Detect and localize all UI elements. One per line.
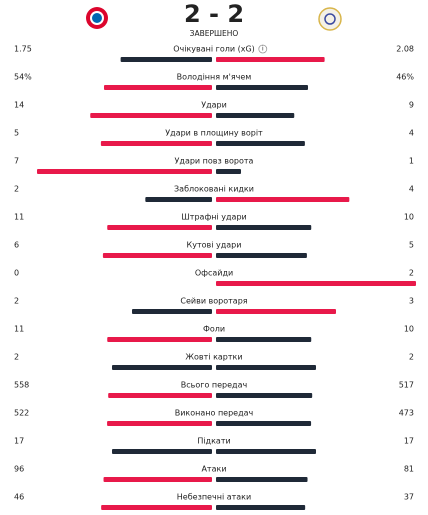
- home-value: 2: [14, 353, 19, 362]
- away-bar: [216, 253, 307, 258]
- away-bar: [216, 421, 312, 426]
- home-value: 5: [14, 129, 19, 138]
- away-bar: [216, 449, 316, 454]
- home-value: 17: [14, 437, 24, 446]
- home-bar: [132, 309, 212, 314]
- away-value: 1: [409, 157, 414, 166]
- away-bar: [216, 281, 416, 286]
- stat-label: Удари в площину воріт: [165, 129, 263, 138]
- stat-label: Фоли: [203, 325, 225, 334]
- home-value: 96: [14, 465, 24, 474]
- away-value: 2: [409, 353, 414, 362]
- away-value: 17: [404, 437, 414, 446]
- match-status: ЗАВЕРШЕНО: [190, 29, 239, 38]
- home-bar: [100, 141, 212, 146]
- away-value: 37: [404, 493, 414, 502]
- home-value: 11: [14, 213, 24, 222]
- home-value: 14: [14, 101, 24, 110]
- home-bar: [90, 113, 212, 118]
- home-bar: [108, 393, 212, 398]
- stat-label: Сейви воротаря: [180, 297, 247, 306]
- away-bar: [216, 57, 325, 62]
- stat-label: Удари повз ворота: [175, 157, 254, 166]
- away-value: 4: [409, 129, 414, 138]
- home-value: 558: [14, 381, 29, 390]
- home-bar: [112, 365, 212, 370]
- home-value: 1.75: [14, 45, 32, 54]
- away-bar: [216, 337, 312, 342]
- away-value: 10: [404, 213, 414, 222]
- stat-label: Кутові удари: [187, 241, 242, 250]
- stat-label: Офсайди: [195, 269, 233, 278]
- stat-label: Заблоковані кидки: [174, 185, 254, 194]
- away-value: 5: [409, 241, 414, 250]
- away-value: 9: [409, 101, 414, 110]
- stat-label: Небезпечні атаки: [177, 493, 251, 502]
- away-bar: [216, 225, 312, 230]
- home-logo: [86, 7, 108, 29]
- stat-label: Очікувані голи (xG): [173, 45, 255, 54]
- away-bar: [216, 365, 316, 370]
- home-bar: [145, 197, 212, 202]
- home-bar: [102, 253, 212, 258]
- away-value: 81: [404, 465, 414, 474]
- home-value: 2: [14, 185, 19, 194]
- home-bar: [112, 449, 212, 454]
- away-logo: [318, 7, 342, 31]
- info-icon-glyph: i: [262, 46, 264, 53]
- away-value: 4: [409, 185, 414, 194]
- away-bar: [216, 309, 336, 314]
- home-bar: [103, 477, 212, 482]
- stat-label: Виконано передач: [175, 409, 254, 418]
- home-bar: [101, 505, 212, 510]
- away-bar: [216, 477, 308, 482]
- away-value: 2: [409, 269, 414, 278]
- away-bar: [216, 505, 306, 510]
- home-value: 46: [14, 493, 24, 502]
- away-value: 473: [399, 409, 414, 418]
- away-value: 517: [399, 381, 414, 390]
- home-bar: [104, 85, 212, 90]
- stat-label: Удари: [201, 101, 227, 110]
- away-value: 10: [404, 325, 414, 334]
- home-value: 7: [14, 157, 19, 166]
- home-bar: [107, 337, 212, 342]
- away-bar: [216, 197, 350, 202]
- stat-label: Підкати: [197, 437, 230, 446]
- info-icon: [258, 44, 268, 54]
- stat-label: Володіння м'ячем: [177, 73, 252, 82]
- home-value: 54%: [14, 73, 32, 82]
- score: 2 - 2: [184, 0, 244, 28]
- away-bar: [216, 393, 313, 398]
- home-value: 522: [14, 409, 29, 418]
- home-bar: [107, 421, 212, 426]
- away-bar: [216, 169, 241, 174]
- home-value: 6: [14, 241, 19, 250]
- stat-label: Атаки: [201, 465, 226, 474]
- away-value: 46%: [396, 73, 414, 82]
- home-bar: [120, 57, 212, 62]
- away-value: 2.08: [396, 45, 414, 54]
- away-value: 3: [409, 297, 414, 306]
- home-value: 2: [14, 297, 19, 306]
- away-bar: [216, 141, 305, 146]
- away-bar: [216, 85, 308, 90]
- home-bar: [37, 169, 212, 174]
- home-value: 11: [14, 325, 24, 334]
- stat-label: Жовті картки: [185, 353, 242, 362]
- stat-label: Всього передач: [181, 381, 247, 390]
- home-value: 0: [14, 269, 19, 278]
- stat-label: Штрафні удари: [181, 213, 246, 222]
- home-bar: [107, 225, 212, 230]
- away-bar: [216, 113, 295, 118]
